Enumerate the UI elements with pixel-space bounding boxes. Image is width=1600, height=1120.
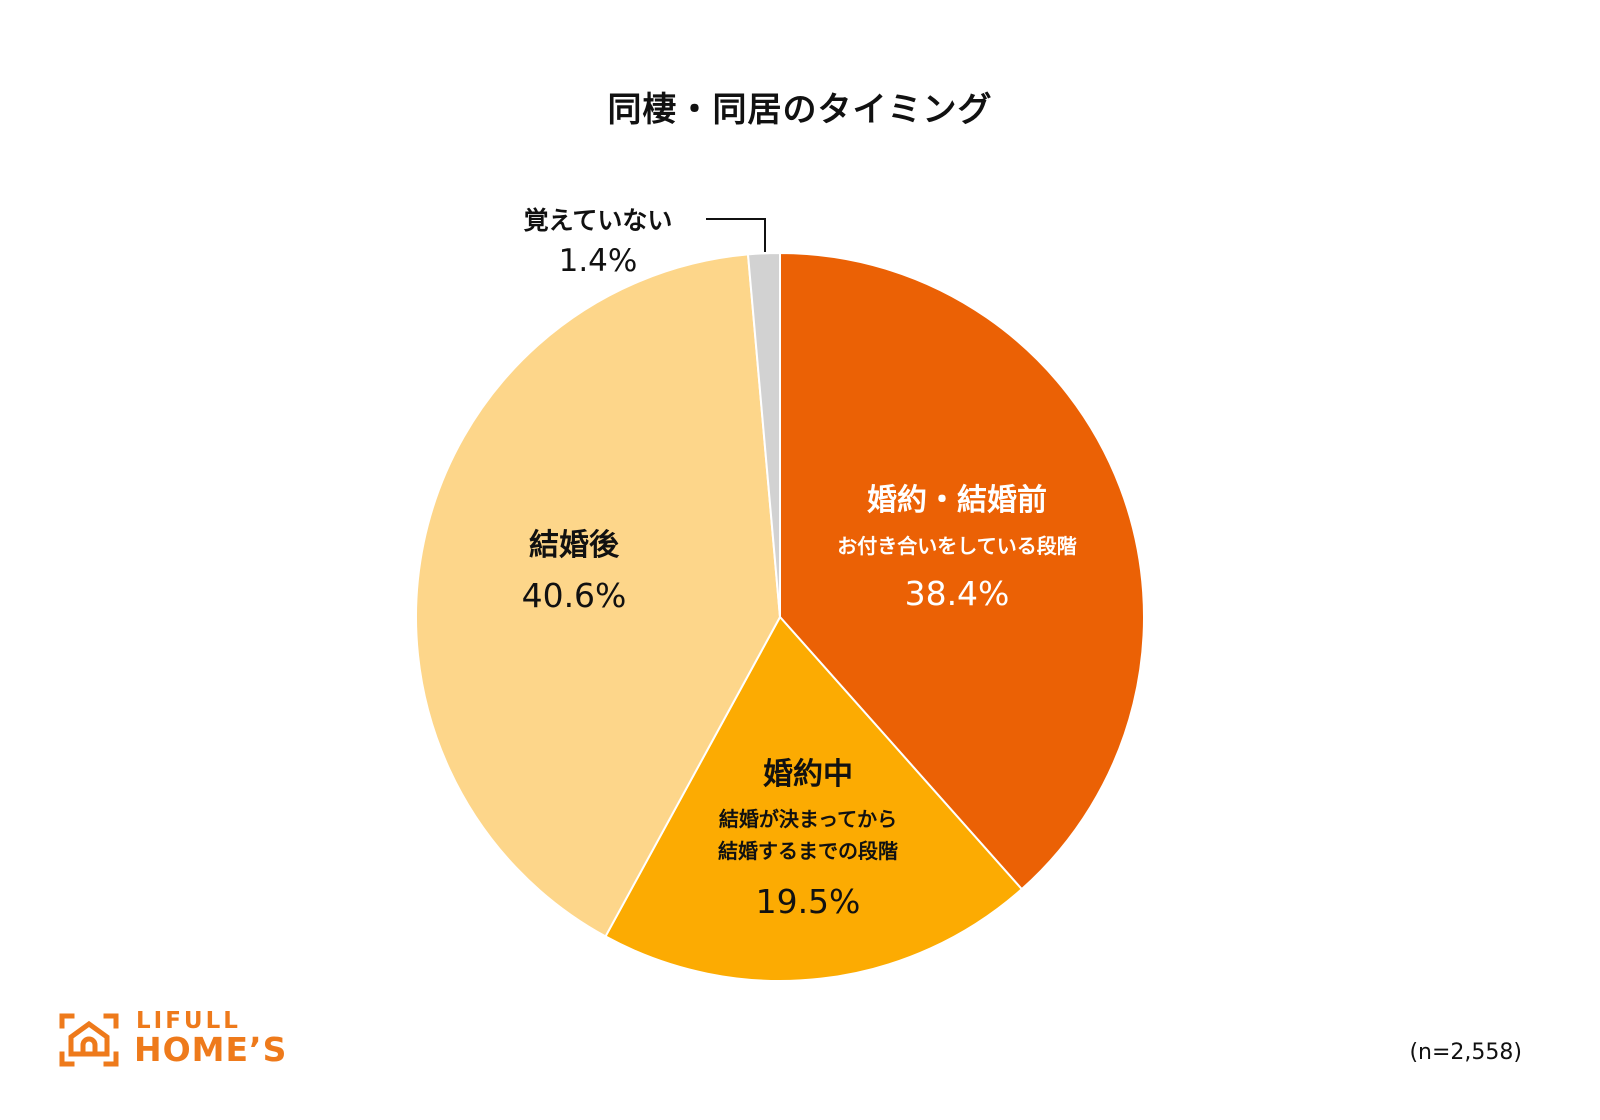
slice-value-3: 40.6% xyxy=(522,576,627,615)
slice-sublabel-2-2: 結婚するまでの段階 xyxy=(718,839,898,863)
sample-size-note: (n=2,558) xyxy=(1409,1040,1522,1065)
slice-value-2: 19.5% xyxy=(756,882,861,921)
leader-line xyxy=(706,218,766,252)
house-icon xyxy=(59,1013,119,1067)
pie-slice-2 xyxy=(604,615,1024,982)
pie-slice-3 xyxy=(415,253,782,938)
chart-title: 同棲・同居のタイミング xyxy=(607,90,993,130)
slice-label-2: 婚約中 xyxy=(763,757,853,792)
slice-value-4: 1.4% xyxy=(559,243,638,279)
pie-slice-4 xyxy=(746,251,781,618)
logo-line-1: LIFULL xyxy=(136,1008,241,1034)
lifull-homes-logo: LIFULL HOME’S xyxy=(58,1008,318,1069)
slice-label-3: 結婚後 xyxy=(529,528,620,563)
pie-slice-1 xyxy=(779,251,1145,891)
slice-label-4: 覚えていない xyxy=(524,206,673,235)
slice-sublabel-1: お付き合いをしている段階 xyxy=(837,534,1076,558)
slice-label-1: 婚約・結婚前 xyxy=(867,483,1047,518)
slice-sublabel-2-1: 結婚が決まってから xyxy=(719,807,897,831)
slice-value-1: 38.4% xyxy=(905,574,1010,613)
logo-line-2: HOME’S xyxy=(134,1030,288,1069)
